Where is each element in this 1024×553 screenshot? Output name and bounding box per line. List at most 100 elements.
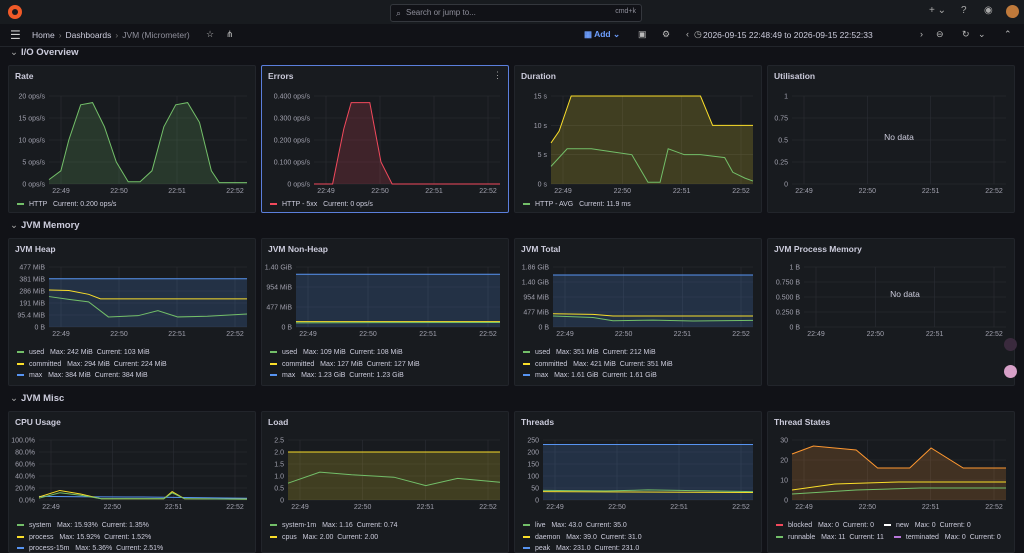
legend-item[interactable]: live Max: 43.0 Current: 35.0	[523, 522, 627, 529]
legend-item[interactable]: process-15m Max: 5.36% Current: 2.51%	[17, 545, 163, 552]
panel-jvm-total[interactable]: JVM Total 1.86 GiB 1.40 GiB 954 MiB 477 MiB 0…	[514, 238, 762, 386]
panel-load[interactable]: Load 2.5 2.0 1.5 1.0 0.5 0 22:49 22:50 22:51 22:52…	[261, 411, 509, 553]
panel-title[interactable]: JVM Total	[521, 244, 561, 254]
panel-title[interactable]: JVM Process Memory	[774, 244, 862, 254]
legend-item[interactable]: peak Max: 231.0 Current: 231.0	[523, 545, 639, 552]
side-assistant-icon[interactable]	[1004, 365, 1017, 378]
x-tick-label: 22:52	[479, 331, 497, 338]
y-tick-label: 954 MiB	[266, 285, 292, 292]
y-tick-label: 0.300 ops/s	[274, 116, 311, 123]
panel-jvm-non-heap[interactable]: JVM Non-Heap 1.40 GiB 954 MiB 477 MiB 0 B 22:…	[261, 238, 509, 386]
panel-title[interactable]: Rate	[15, 71, 34, 81]
time-range-picker[interactable]: 2026-09-15 22:48:49 to 2026-09-15 22:52:…	[703, 30, 873, 40]
collapse-icon[interactable]: ⌃	[1004, 29, 1012, 39]
panel-utilisation[interactable]: Utilisation 1 0.75 0.5 0.25 0 22:49 22:50 22:51 2…	[767, 65, 1015, 213]
panel-rate[interactable]: Rate 20 ops/s 15 ops/s 10 ops/s 5 ops/s 0 ops…	[8, 65, 256, 213]
panel-title[interactable]: CPU Usage	[15, 417, 61, 427]
x-tick-label: 22:51	[922, 188, 940, 195]
legend-item[interactable]: committed Max: 421 MiB Current: 351 MiB	[523, 361, 673, 368]
breadcrumb-dashboards[interactable]: Dashboards	[65, 30, 112, 40]
y-tick-label: 0 B	[538, 325, 549, 332]
legend-swatch	[523, 203, 530, 206]
panel-title[interactable]: Utilisation	[774, 71, 816, 81]
panel-title[interactable]: Errors	[268, 71, 294, 81]
panel-threads[interactable]: Threads 250 200 150 100 50 0 22:49 22:50 22:51 22:…	[514, 411, 762, 553]
star-icon[interactable]: ☆	[206, 29, 215, 39]
legend-item[interactable]: process Max: 15.92% Current: 1.52%	[17, 534, 151, 541]
row-title-jvm-memory[interactable]: ⌄ JVM Memory	[10, 220, 80, 231]
legend-item[interactable]: runnable Max: 11 Current: 11	[776, 534, 884, 541]
x-tick-label: 22:50	[608, 504, 626, 511]
avatar[interactable]	[1006, 5, 1019, 18]
zoom-out-icon[interactable]: ⊖	[936, 29, 944, 39]
share-icon[interactable]: ⋔	[226, 29, 234, 39]
help-icon[interactable]: ?	[961, 5, 967, 16]
panel-cpu-usage[interactable]: CPU Usage 100.0% 80.0% 60.0% 40.0% 20.0% 0.0% 2…	[8, 411, 256, 553]
panel-menu-icon[interactable]: ⋮	[493, 70, 502, 80]
legend-item[interactable]: used Max: 109 MiB Current: 108 MiB	[270, 349, 403, 356]
chart-thread-states: 30 20 10 0 22:49 22:50 22:51 22:52	[780, 438, 1006, 511]
row-title-jvm-misc[interactable]: ⌄ JVM Misc	[10, 393, 64, 404]
y-tick-label: 150	[527, 462, 539, 469]
panel-title[interactable]: Load	[268, 417, 289, 427]
legend-item[interactable]: blocked Max: 0 Current: 0	[776, 522, 874, 529]
legend-item[interactable]: HTTP Current: 0.200 ops/s	[17, 201, 116, 208]
legend-item[interactable]: system Max: 15.93% Current: 1.35%	[17, 522, 149, 529]
add-button[interactable]: ▦ Add ⌄	[584, 29, 621, 39]
x-tick-label: 22:49	[317, 188, 335, 195]
time-forward-icon[interactable]: ›	[920, 29, 923, 39]
panel-title[interactable]: JVM Heap	[15, 244, 56, 254]
legend-item[interactable]: HTTP - 5xx Current: 0 ops/s	[270, 201, 373, 208]
search-icon: ⌕	[396, 8, 402, 18]
search-input[interactable]: ⌕ Search or jump to... cmd+k	[390, 4, 642, 22]
legend-series-name: system	[29, 522, 58, 529]
panel-title[interactable]: Threads	[521, 417, 555, 427]
legend-series-name: used	[282, 349, 304, 356]
panel-title[interactable]: Duration	[521, 71, 556, 81]
legend-item[interactable]: daemon Max: 39.0 Current: 31.0	[523, 534, 642, 541]
plus-icon[interactable]: + ⌄	[929, 5, 947, 16]
save-icon[interactable]: ▣	[638, 29, 647, 39]
legend-item[interactable]: used Max: 242 MiB Current: 103 MiB	[17, 349, 150, 356]
legend-item[interactable]: committed Max: 294 MiB Current: 224 MiB	[17, 361, 167, 368]
refresh-interval-dropdown[interactable]: ⌄	[978, 29, 986, 39]
panel-errors[interactable]: Errors ⋮ 0.400 ops/s 0.300 ops/s 0.200 ops/s…	[261, 65, 509, 213]
refresh-icon[interactable]: ↻	[962, 29, 970, 39]
y-tick-label: 381 MiB	[19, 277, 45, 284]
legend-swatch	[776, 535, 783, 538]
panel-jvm-process-memory[interactable]: JVM Process Memory 1 B 0.750 B 0.500 B 0.250…	[767, 238, 1015, 386]
legend-series-name: daemon	[535, 533, 567, 541]
panel-jvm-heap[interactable]: JVM Heap 477 MiB 381 MiB 286 MiB 191 MiB 95.4…	[8, 238, 256, 386]
x-tick-label: 22:49	[52, 188, 70, 195]
legend-item[interactable]: cpus Max: 2.00 Current: 2.00	[270, 534, 378, 541]
legend-series-name: HTTP	[29, 201, 53, 208]
panel-duration[interactable]: Duration 15 s 10 s 5 s 0 s 22:49 22:50 22:51 22:…	[514, 65, 762, 213]
row-title-io-overview[interactable]: ⌄ I/O Overview	[10, 47, 79, 58]
panel-title[interactable]: JVM Non-Heap	[268, 244, 328, 254]
legend-item[interactable]: max Max: 1.23 GiB Current: 1.23 GiB	[270, 372, 404, 379]
legend-item[interactable]: HTTP - AVG Current: 11.9 ms	[523, 201, 631, 208]
y-tick-label: 0	[280, 498, 284, 505]
menu-icon[interactable]: ☰	[10, 28, 21, 42]
legend-item[interactable]: used Max: 351 MiB Current: 212 MiB	[523, 349, 656, 356]
legend-item[interactable]: HTTP - MAX Current: 9.58 s	[523, 213, 627, 214]
time-back-icon[interactable]: ‹	[686, 29, 689, 39]
legend-item[interactable]: committed Max: 127 MiB Current: 127 MiB	[270, 361, 420, 368]
legend-swatch	[884, 524, 891, 527]
grafana-logo[interactable]	[8, 5, 22, 19]
rss-icon[interactable]: ◉	[984, 5, 993, 16]
legend-item[interactable]: max Max: 1.61 GiB Current: 1.61 GiB	[523, 372, 657, 379]
panel-thread-states[interactable]: Thread States 30 20 10 0 22:49 22:50 22:51 22:52…	[767, 411, 1015, 553]
legend-item[interactable]: new Max: 0 Current: 0	[884, 522, 971, 529]
settings-icon[interactable]: ⚙	[662, 29, 671, 39]
series-area-0	[543, 444, 753, 500]
panel-title[interactable]: Thread States	[774, 417, 831, 427]
x-tick-label: 22:51	[168, 188, 186, 195]
legend-item[interactable]: system-1m Max: 1.16 Current: 0.74	[270, 522, 398, 529]
legend-item[interactable]: terminated Max: 0 Current: 0	[893, 534, 1001, 541]
breadcrumb-home[interactable]: Home	[32, 30, 55, 40]
series-line-1	[552, 313, 753, 317]
x-tick-label: 22:50	[859, 504, 877, 511]
side-widget-icon[interactable]	[1004, 338, 1017, 351]
legend-item[interactable]: max Max: 384 MiB Current: 384 MiB	[17, 372, 148, 379]
